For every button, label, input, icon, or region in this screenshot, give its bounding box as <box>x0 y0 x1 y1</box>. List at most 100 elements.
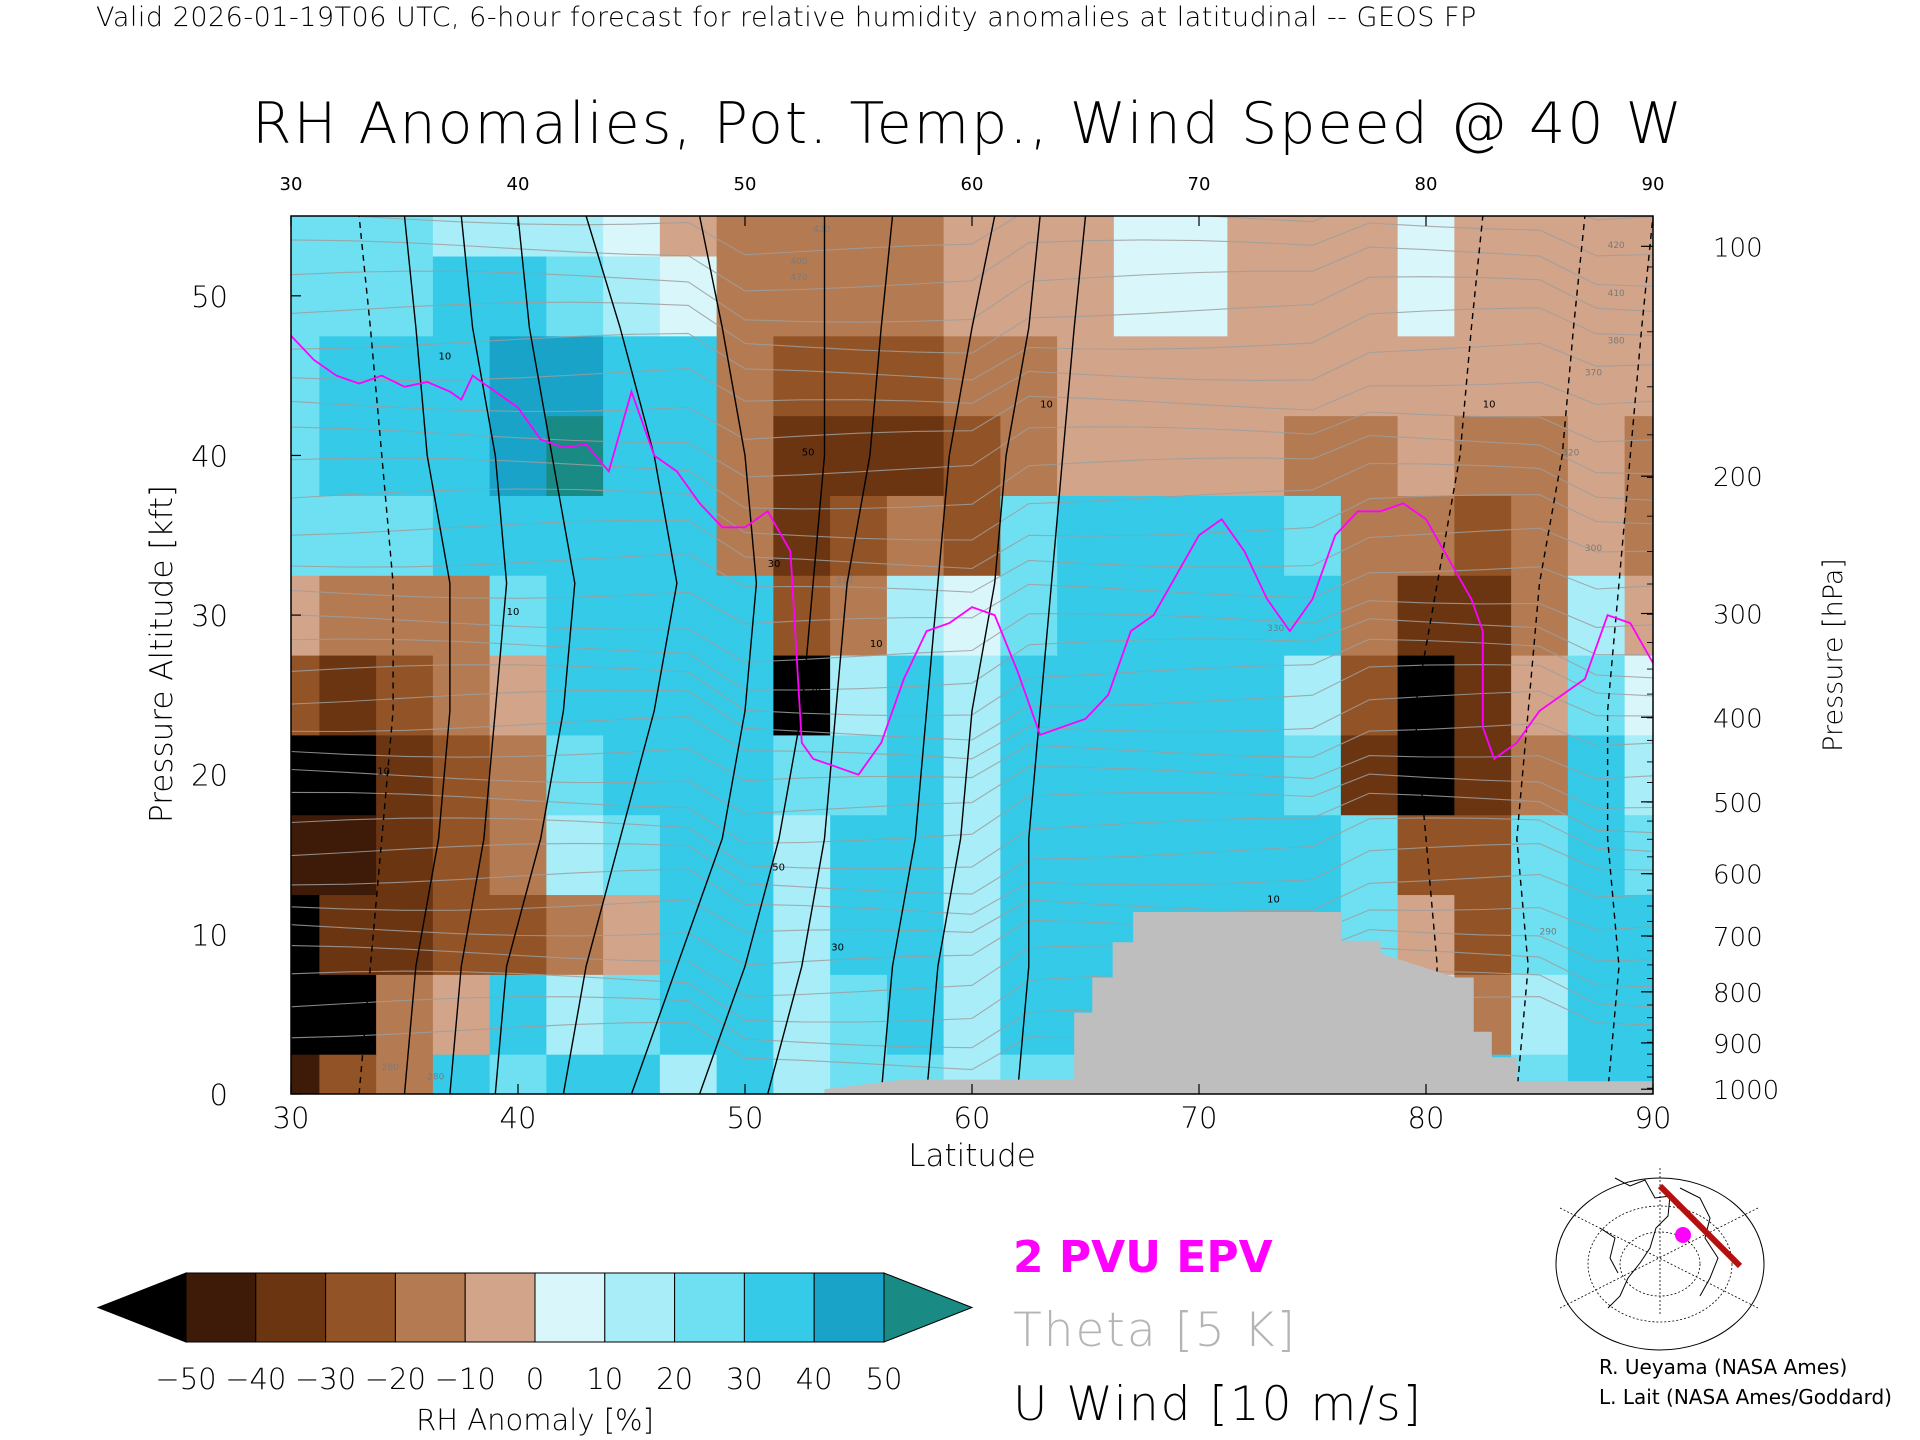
rh-cell <box>1624 894 1653 975</box>
pressure-tick-label: 400 <box>1713 704 1763 734</box>
colorbar-segment <box>813 1272 885 1343</box>
rh-cell <box>1567 814 1626 896</box>
theta-contour <box>291 527 1653 593</box>
rh-cell <box>1454 255 1512 337</box>
rh-cell <box>319 814 377 896</box>
rh-cell <box>830 974 888 1055</box>
rh-cell <box>376 974 434 1055</box>
rh-cell <box>603 255 661 337</box>
rh-cell <box>886 655 945 736</box>
theta-label: 290 <box>1540 927 1557 937</box>
rh-cell <box>489 814 547 896</box>
rh-cell <box>1511 655 1569 736</box>
rh-cell <box>1057 814 1115 896</box>
rh-cell <box>291 1054 320 1094</box>
rh-cell <box>886 495 945 576</box>
rh-cell <box>886 216 945 257</box>
y-tick-label: 10 <box>191 918 228 952</box>
rh-cell <box>1624 415 1653 496</box>
rh-cell <box>1113 734 1172 816</box>
rh-cell <box>943 974 1001 1055</box>
theta-contour <box>291 690 1653 760</box>
rh-cell <box>432 255 491 337</box>
inset-map <box>1555 1168 1765 1351</box>
rh-cell <box>376 335 434 417</box>
theta-contour <box>291 600 1653 663</box>
rh-cell <box>489 734 547 816</box>
rh-cell <box>1340 415 1399 496</box>
rh-cell <box>546 415 604 496</box>
theta-contour <box>291 246 1653 323</box>
epv-line <box>291 335 1653 776</box>
rh-cell <box>1397 814 1455 896</box>
u-wind-contour <box>630 216 758 1094</box>
rh-cell <box>1113 216 1172 257</box>
rh-cell <box>376 495 434 576</box>
rh-cell <box>1170 734 1228 816</box>
x-tick-label-top: 60 <box>961 174 984 195</box>
theta-label: 330 <box>836 576 853 586</box>
theta-contour <box>291 222 1653 292</box>
colorbar-segment <box>255 1272 327 1343</box>
theta-contour <box>291 773 1653 844</box>
rh-cell <box>319 734 377 816</box>
rh-cell <box>1624 335 1653 417</box>
rh-cell <box>943 575 1001 656</box>
x-axis-label: Latitude <box>908 1138 1036 1174</box>
rh-cell <box>659 1054 718 1094</box>
rh-cell <box>603 335 661 417</box>
rh-cell <box>1454 335 1512 417</box>
rh-cell <box>1057 216 1115 257</box>
theta-label: 320 <box>1562 448 1579 458</box>
theta-contour <box>291 411 1653 478</box>
rh-cell <box>1284 495 1342 576</box>
rh-cell <box>1113 255 1172 337</box>
rh-cell <box>773 335 831 417</box>
rh-cell <box>886 415 945 496</box>
colorbar-tick-label: 30 <box>726 1362 763 1396</box>
u-wind-label: 30 <box>768 559 781 570</box>
rh-cell <box>1227 575 1285 656</box>
rh-cell <box>1567 734 1626 816</box>
theta-contour <box>291 276 1653 354</box>
rh-cell <box>603 734 661 816</box>
rh-cell <box>319 894 377 975</box>
rh-cell <box>1454 216 1512 257</box>
theta-contour <box>291 618 1653 691</box>
colorbar-tick-label: 10 <box>586 1362 623 1396</box>
x-tick-label: 90 <box>1635 1101 1672 1135</box>
rh-cell <box>659 335 718 417</box>
rh-cell <box>830 216 888 257</box>
page-header: Valid 2026-01-19T06 UTC, 6-hour forecast… <box>96 2 1477 33</box>
rh-cell <box>376 415 434 496</box>
theta-contour <box>291 792 1653 870</box>
x-tick-label-top: 50 <box>734 174 757 195</box>
rh-cell <box>716 734 774 816</box>
colorbar-under-triangle <box>96 1272 187 1343</box>
u-wind-contours: 10 10 10 30 50 70 50 30 10 10 10 10 <box>358 216 1653 1094</box>
colorbar-segment <box>185 1272 257 1343</box>
x-tick-label-top: 90 <box>1642 174 1665 195</box>
y-tick-label: 0 <box>210 1078 228 1112</box>
u-wind-contour <box>562 216 678 1094</box>
rh-cell <box>489 655 547 736</box>
rh-cell <box>603 495 661 576</box>
rh-cell <box>546 255 604 337</box>
rh-cell <box>1567 216 1626 257</box>
legend-theta: Theta [5 K] <box>1013 1303 1297 1358</box>
colorbar-over-triangle <box>883 1272 974 1343</box>
colorbar-segment <box>534 1272 606 1343</box>
rh-cell <box>943 415 1001 496</box>
y-tick-label: 20 <box>191 759 228 793</box>
rh-cell <box>1511 415 1569 496</box>
rh-cell <box>432 415 491 496</box>
theta-label: 330 <box>1267 624 1284 634</box>
rh-cell <box>432 1054 491 1094</box>
rh-cell <box>1000 974 1058 1055</box>
colorbar-segment <box>674 1272 745 1343</box>
u-wind-contour <box>1016 216 1087 1094</box>
rh-cell <box>943 335 1001 417</box>
pressure-tick-label: 1000 <box>1713 1076 1779 1106</box>
rh-cell <box>773 415 831 496</box>
credit-line-2: L. Lait (NASA Ames/Goddard) <box>1599 1385 1892 1409</box>
